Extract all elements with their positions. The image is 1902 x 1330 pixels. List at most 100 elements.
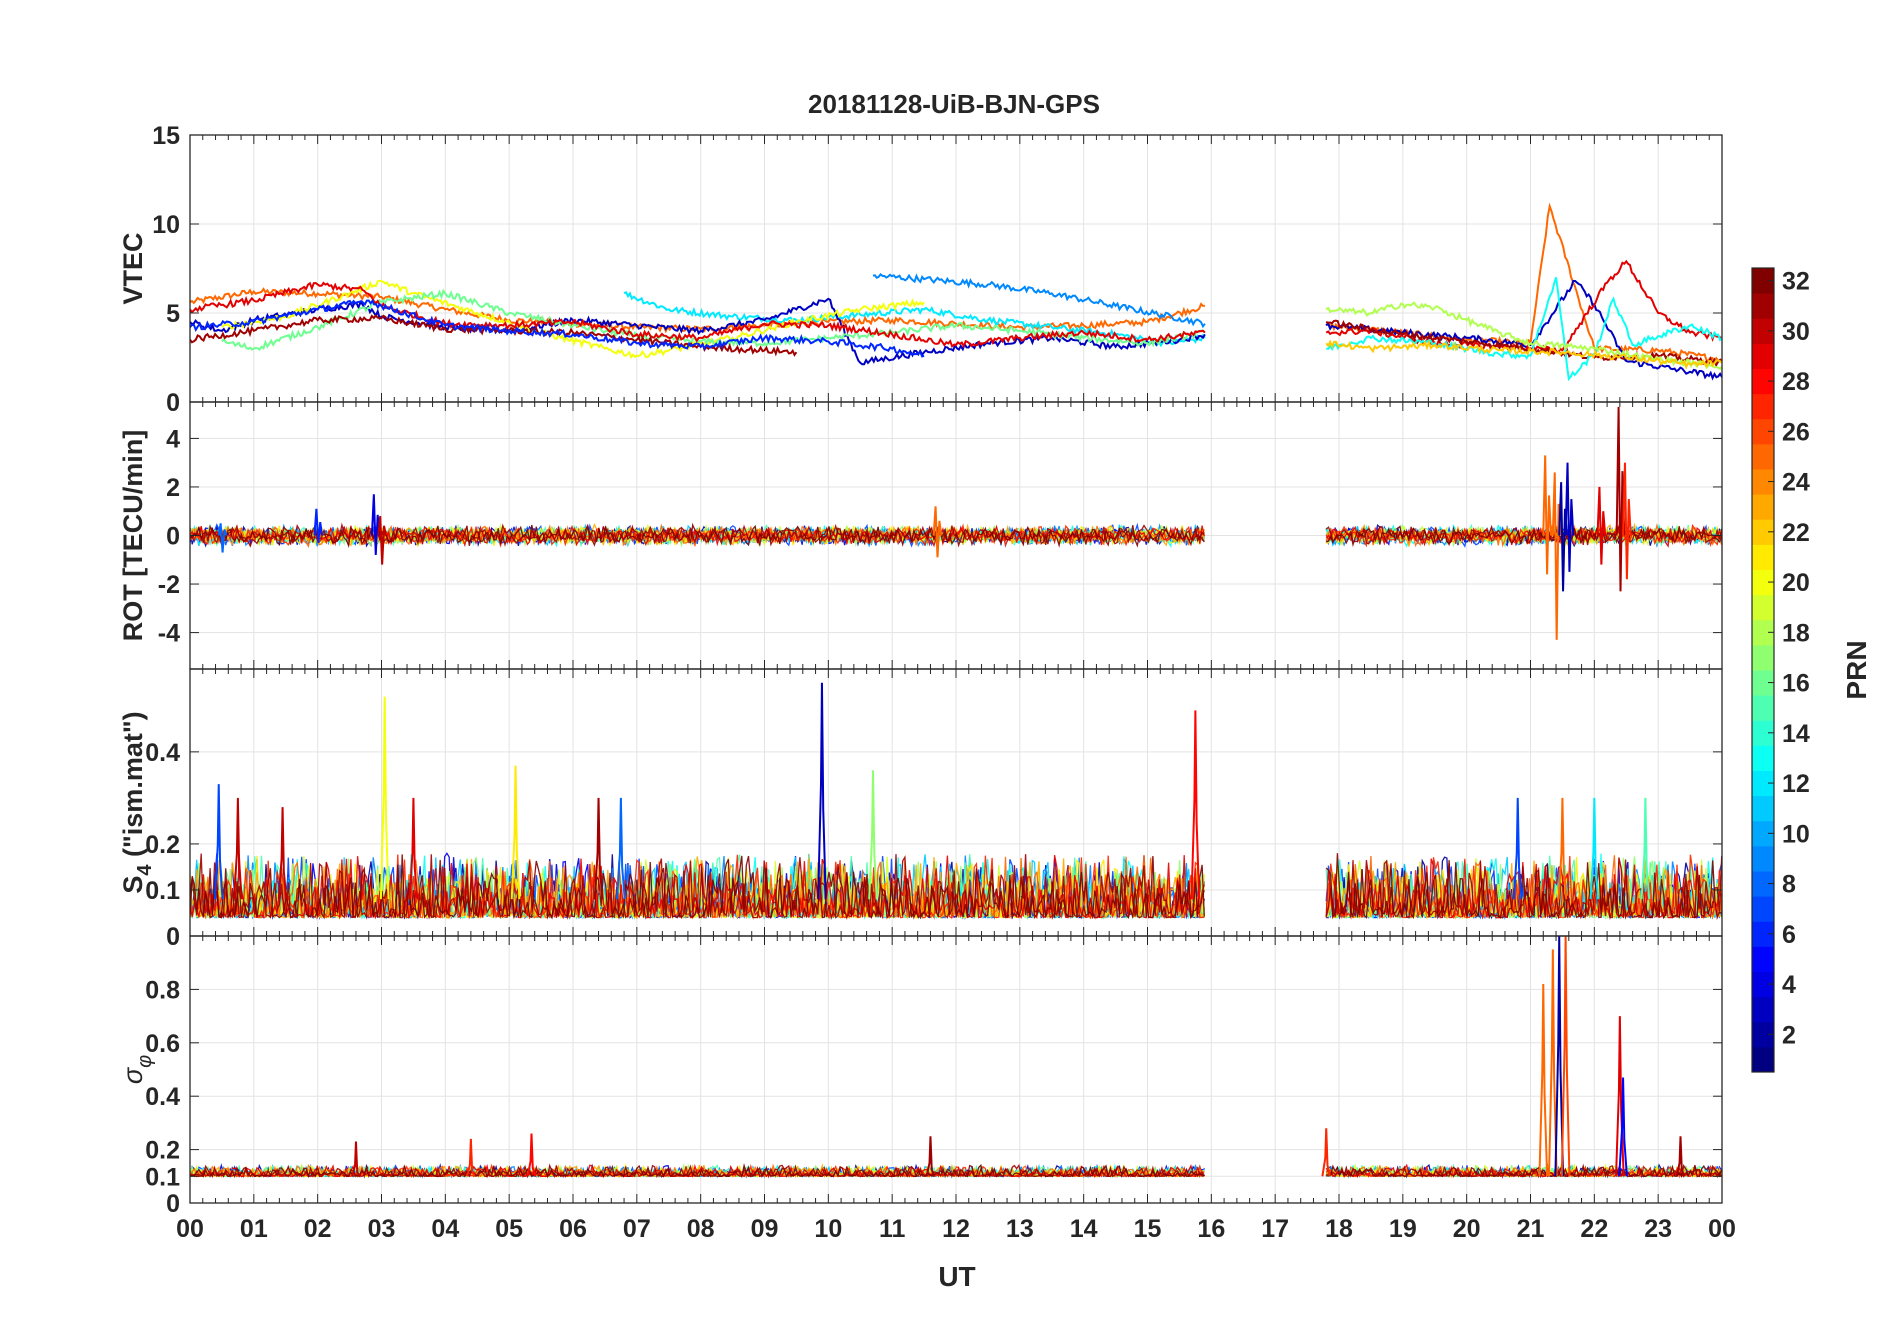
x-tick-label: 15 [1134, 1215, 1162, 1243]
spike-mark-prn-21 [510, 765, 521, 900]
x-tick-label: 13 [1006, 1215, 1034, 1243]
x-tick-label: 11 [879, 1215, 906, 1243]
series-noise-prn-32 [1325, 853, 1722, 921]
spike-mark-prn-20 [379, 696, 390, 900]
spike-mark-prn-27 [466, 1138, 476, 1177]
colorbar-tick-label: 12 [1782, 770, 1810, 798]
series-noise-prn-29 [1325, 1163, 1722, 1179]
spike-mark-prn-8 [616, 797, 626, 900]
x-tick-label: 07 [623, 1215, 651, 1243]
spike-mark-prn-31 [1615, 406, 1626, 592]
series-vtec-prn-22 [1325, 339, 1722, 370]
x-tick-label: 16 [1197, 1215, 1225, 1243]
colorbar-tick-label: 30 [1782, 318, 1810, 346]
spike-mark-prn-3 [817, 682, 827, 900]
y-tick-label: 0.6 [145, 1030, 180, 1058]
x-tick-label: 12 [942, 1215, 970, 1243]
x-tick-label: 20 [1453, 1215, 1481, 1243]
spike-mark-prn-31 [925, 1136, 936, 1177]
series-noise-prn-32 [1326, 1163, 1722, 1179]
y-tick-label: 0.4 [145, 1083, 180, 1111]
series-noise-prn-31 [190, 853, 1205, 921]
colorbar-tick-label: 14 [1782, 720, 1810, 748]
y-tick-label: 0 [166, 523, 180, 551]
colorbar-swatch [1752, 946, 1774, 972]
colorbar-tick-label: 24 [1782, 469, 1810, 497]
y-tick-label: 0.8 [145, 976, 180, 1004]
x-tick-label: 21 [1517, 1215, 1545, 1243]
colorbar-frame [1751, 267, 1775, 1073]
spike-mark-prn-27 [1622, 462, 1632, 580]
spike-mark-prn-28 [526, 1133, 537, 1177]
y-tick-label: 2 [166, 474, 180, 502]
plot-area [190, 682, 1722, 921]
spike-mark-prn-15 [1640, 797, 1651, 900]
y-tick-label: -4 [158, 620, 180, 648]
x-tick-label: 18 [1325, 1215, 1353, 1243]
x-tick-label: 09 [751, 1215, 779, 1243]
y-axis-label: σφ [118, 1055, 156, 1084]
colorbar-label: PRN [1841, 640, 1872, 699]
spike-mark-prn-7 [213, 784, 224, 900]
colorbar-tick-label: 16 [1782, 670, 1810, 698]
x-tick-label: 14 [1070, 1215, 1098, 1243]
spike-mark-prn-29 [408, 797, 419, 900]
colorbar-swatch [1752, 971, 1774, 998]
x-axis-label: UT [938, 1261, 975, 1292]
colorbar-swatch [1752, 318, 1774, 344]
y-tick-label: 5 [166, 300, 180, 328]
series-vtec-prn-3 [190, 280, 1722, 381]
spike-mark-prn-26 [1560, 936, 1571, 1177]
colorbar-swatch [1752, 293, 1774, 319]
colorbar-swatch [1752, 368, 1774, 395]
spike-mark-prn-25 [1542, 455, 1552, 575]
colorbar-swatch [1752, 569, 1774, 596]
x-tick-label: 05 [495, 1215, 523, 1243]
series-vtec-prn-18 [1325, 301, 1722, 371]
spike-mark-prn-25 [1557, 797, 1568, 900]
spike-mark-prn-28 [1190, 710, 1201, 900]
colorbar-swatch [1752, 770, 1774, 797]
colorbar-tick-label: 22 [1782, 519, 1810, 547]
series-vtec-prn-6 [190, 299, 925, 358]
colorbar-swatch [1752, 519, 1774, 545]
colorbar-swatch [1752, 268, 1774, 294]
y-tick-label: 10 [152, 211, 180, 239]
colorbar-swatch [1752, 418, 1774, 445]
spike-mark-prn-12 [1589, 797, 1600, 900]
colorbar-swatch [1752, 343, 1774, 369]
colorbar-tick-label: 20 [1782, 569, 1810, 597]
series-noise-prn-32 [190, 522, 1205, 549]
spike-mark-prn-27 [1321, 1128, 1332, 1177]
series-vtec-prn-9 [872, 272, 1206, 329]
y-axis-label: VTEC [118, 232, 148, 304]
spike-mark-prn-7 [1512, 797, 1523, 900]
colorbar-swatch [1752, 494, 1774, 520]
spike-mark-prn-30 [277, 807, 288, 900]
colorbar-swatch [1752, 1046, 1774, 1073]
y-tick-label: 0.4 [145, 739, 180, 767]
series-noise-prn-32 [1326, 524, 1722, 548]
spike-mark-prn-2 [1554, 936, 1565, 1177]
colorbar-tick-label: 18 [1782, 619, 1810, 647]
panel-sigma_phi: 00.10.2 0.4 0.6 0.8 σφ [118, 935, 1723, 1218]
x-tick-label: 19 [1389, 1215, 1417, 1243]
spike-mark-prn-8 [217, 523, 228, 553]
x-tick-label: 17 [1261, 1215, 1289, 1243]
spike-mark-prn-4 [370, 494, 381, 555]
plot-area [190, 202, 1722, 382]
y-axis-label: ROT [TECU/min] [118, 430, 148, 641]
x-tick-label: 01 [240, 1215, 268, 1243]
y-tick-label: 0 [166, 389, 180, 417]
y-tick-label: 15 [152, 122, 180, 150]
colorbar-tick-label: 6 [1782, 921, 1796, 949]
y-tick-label: 0 [166, 923, 180, 951]
spike-mark-prn-6 [313, 508, 324, 543]
colorbar-tick-label: 28 [1782, 368, 1810, 396]
y-tick-label: 4 [166, 425, 180, 453]
colorbar-swatch [1752, 469, 1774, 495]
colorbar-swatch [1752, 443, 1774, 470]
x-tick-label: 04 [431, 1215, 459, 1243]
